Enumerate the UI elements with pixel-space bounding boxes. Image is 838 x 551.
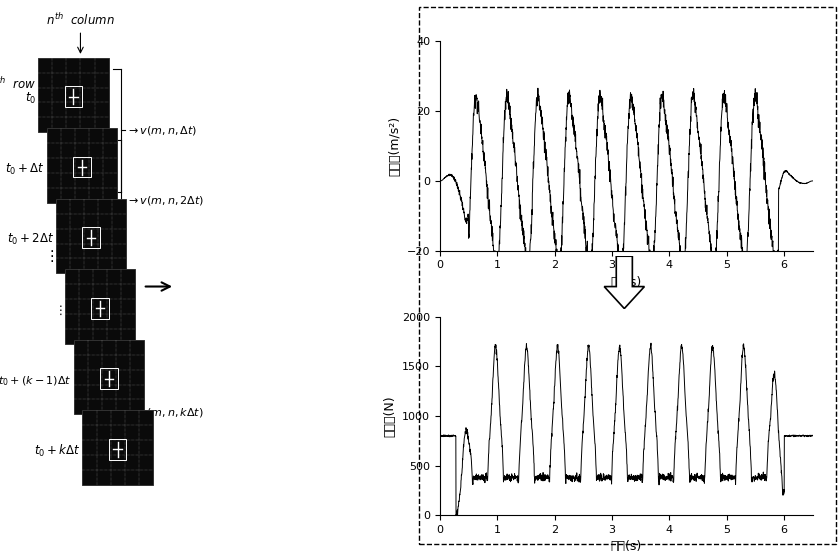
- Text: $t_0+(k-1)\Delta t$: $t_0+(k-1)\Delta t$: [0, 374, 71, 388]
- FancyBboxPatch shape: [39, 58, 109, 132]
- X-axis label: 时间(s): 时间(s): [611, 276, 642, 289]
- X-axis label: 时间(s): 时间(s): [611, 541, 642, 551]
- Text: $\vdots$: $\vdots$: [124, 277, 133, 291]
- Text: $\rightarrow v(m,n,2\Delta t)$: $\rightarrow v(m,n,2\Delta t)$: [126, 195, 204, 207]
- Text: $t_0+\Delta t$: $t_0+\Delta t$: [5, 162, 45, 177]
- FancyBboxPatch shape: [47, 128, 117, 203]
- Text: $\rightarrow v(m,n,\Delta t)$: $\rightarrow v(m,n,\Delta t)$: [126, 124, 197, 137]
- FancyBboxPatch shape: [65, 269, 135, 344]
- FancyBboxPatch shape: [82, 410, 153, 485]
- FancyBboxPatch shape: [56, 199, 127, 273]
- Text: $\rightarrow v(m,n,k\Delta t)$: $\rightarrow v(m,n,k\Delta t)$: [126, 406, 204, 419]
- Text: $m^{th}$  $row$: $m^{th}$ $row$: [0, 76, 36, 92]
- Y-axis label: 加速度(m/s²): 加速度(m/s²): [388, 116, 401, 176]
- Text: $n^{th}$  $column$: $n^{th}$ $column$: [46, 12, 115, 28]
- Text: $t_0$: $t_0$: [25, 91, 36, 106]
- Text: $\vdots$: $\vdots$: [44, 249, 54, 264]
- Text: $t_0+k\Delta t$: $t_0+k\Delta t$: [34, 444, 80, 460]
- Y-axis label: 冲击力(N): 冲击力(N): [384, 395, 396, 437]
- FancyBboxPatch shape: [74, 340, 144, 414]
- Text: $t_0+2\Delta t$: $t_0+2\Delta t$: [7, 233, 54, 247]
- Text: $\vdots$: $\vdots$: [54, 304, 63, 317]
- Polygon shape: [604, 256, 644, 309]
